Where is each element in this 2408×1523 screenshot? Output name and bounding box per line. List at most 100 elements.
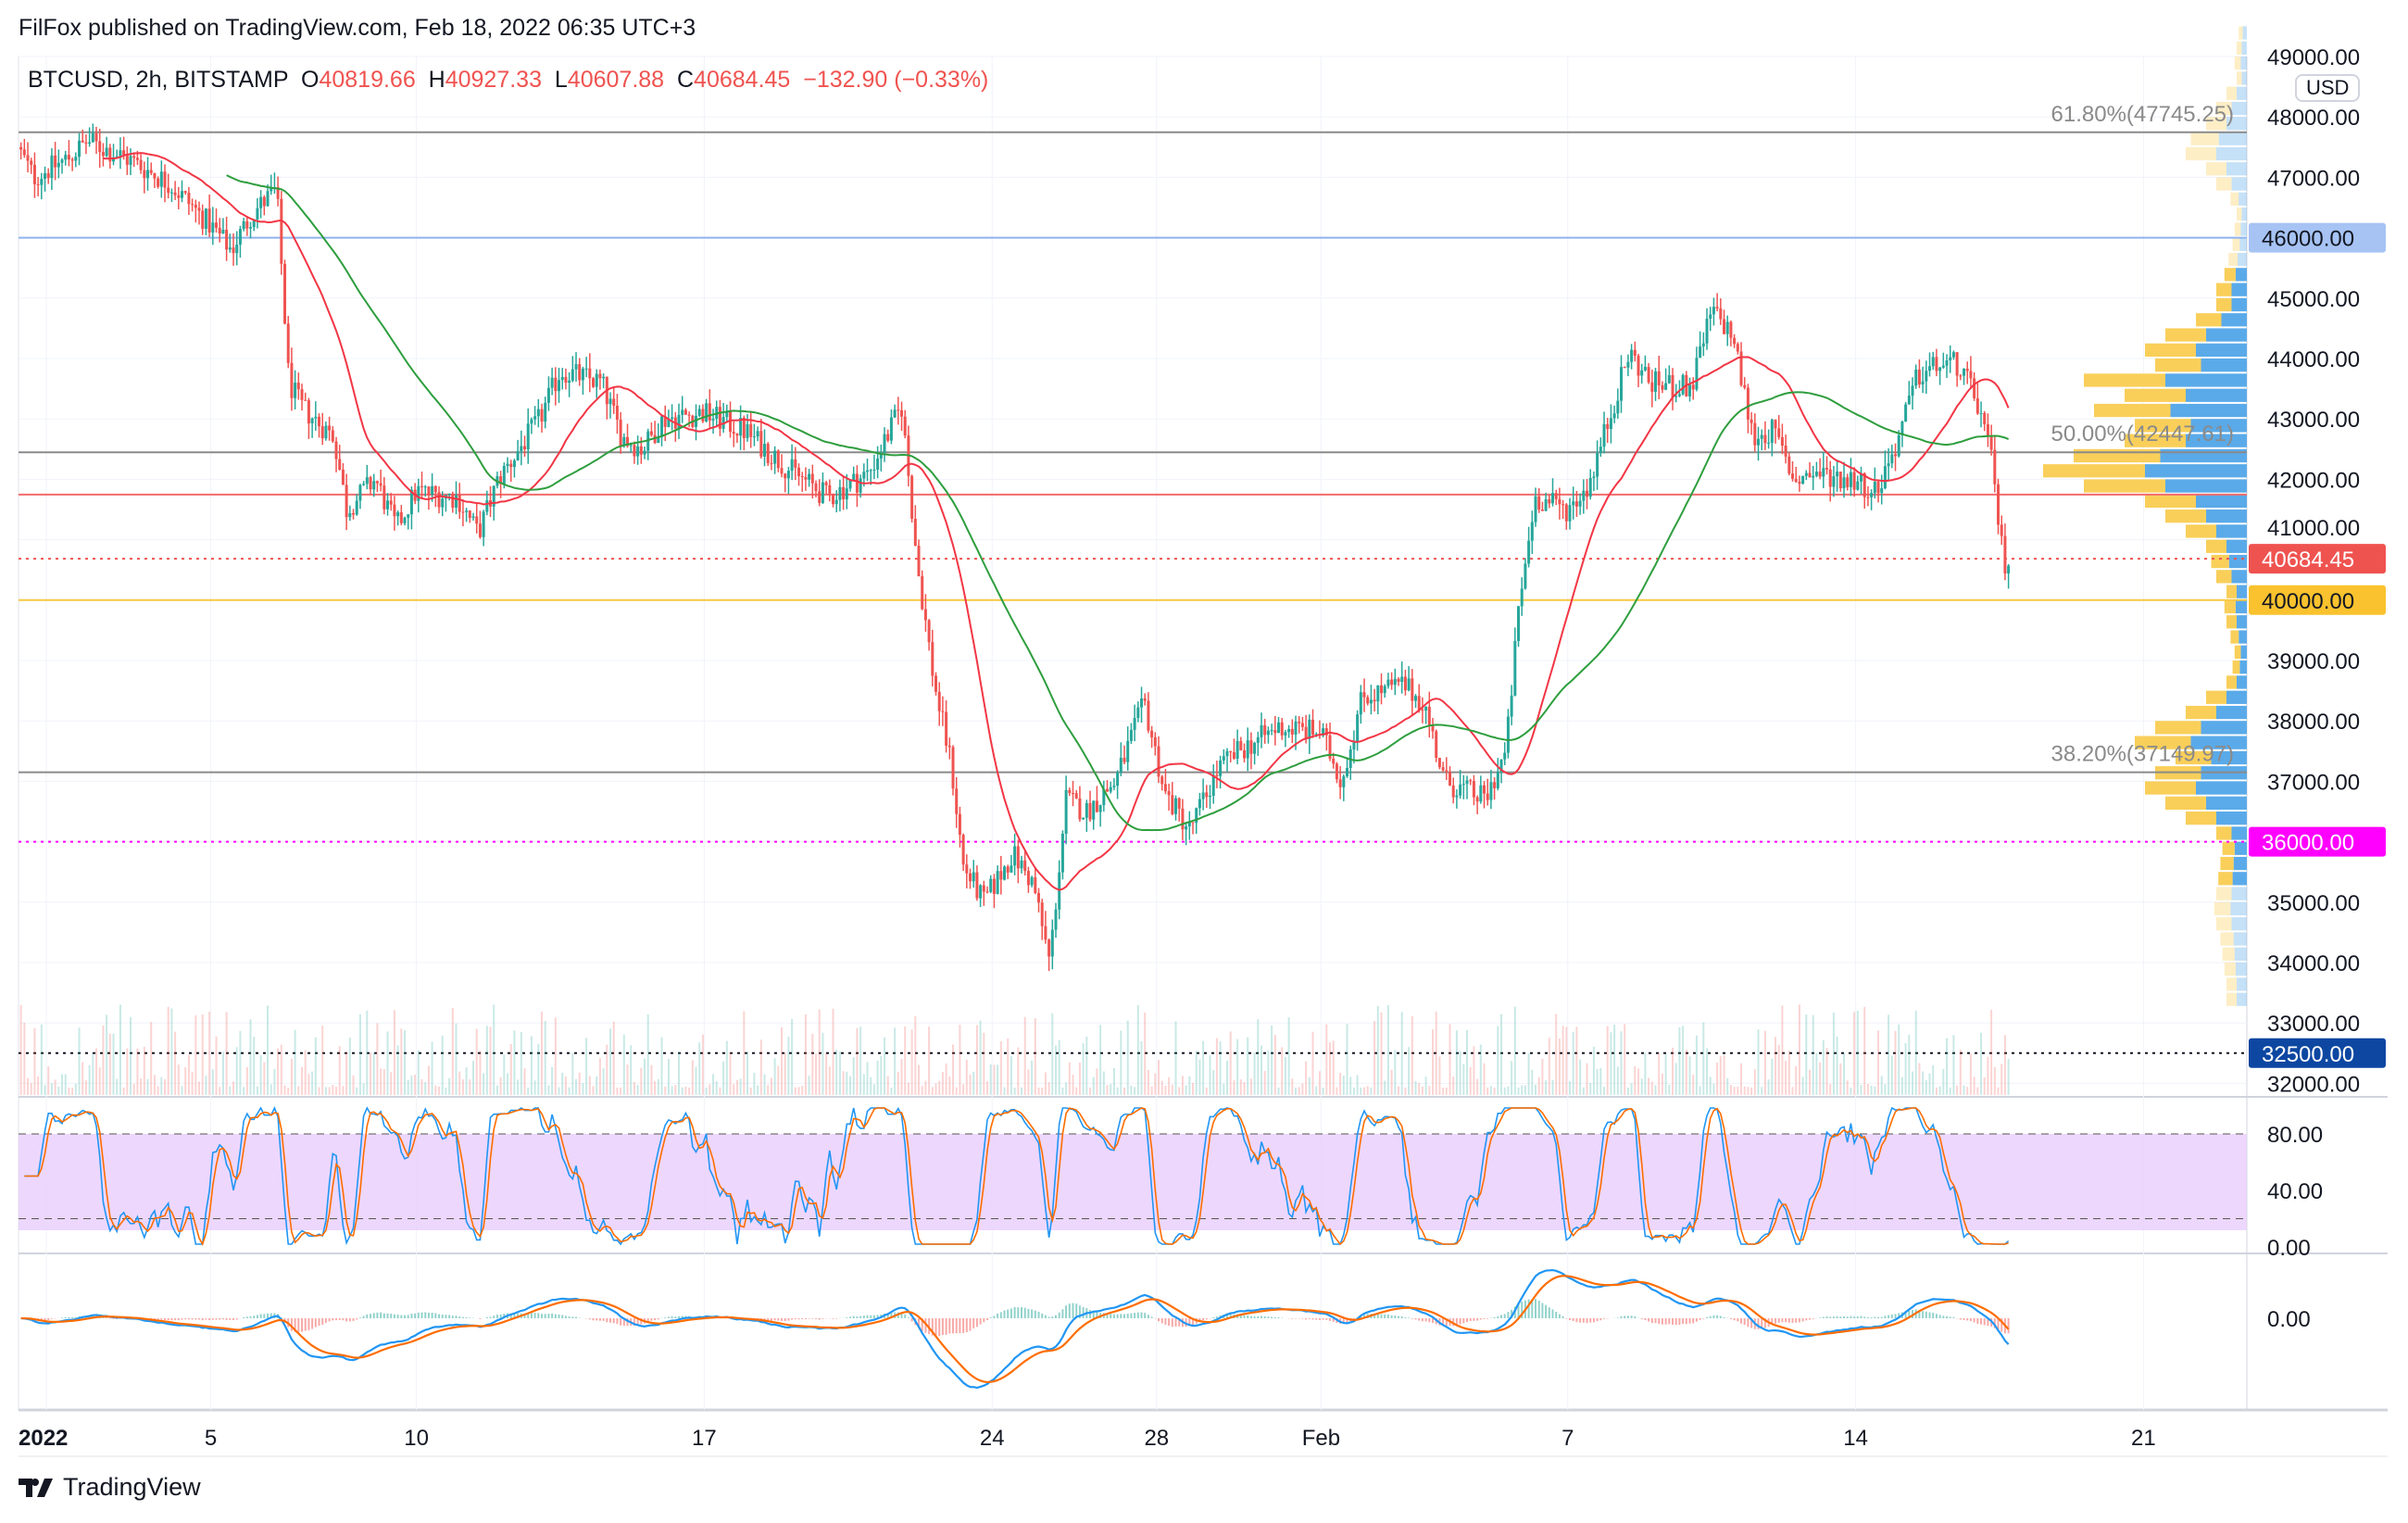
candle-body	[1544, 498, 1548, 511]
currency-badge[interactable]: USD	[2295, 74, 2361, 102]
candle	[1695, 346, 1699, 392]
volume-bar	[1870, 1085, 1873, 1095]
candle-body	[1654, 371, 1658, 392]
volume-bar	[485, 1026, 488, 1095]
macd-histogram-bar	[102, 1317, 105, 1318]
macd-histogram-bar	[1428, 1318, 1431, 1323]
volume-bar	[1914, 1010, 1917, 1095]
macd-histogram-bar	[1537, 1300, 1540, 1318]
candle-body	[1047, 939, 1051, 957]
candle-body	[1380, 685, 1384, 694]
macd-histogram-bar	[1078, 1305, 1081, 1318]
candle-body	[2003, 535, 2007, 574]
candle-body	[1465, 780, 1469, 785]
candle	[266, 184, 270, 208]
candle	[828, 479, 832, 502]
volume-bar	[1418, 1082, 1421, 1095]
volume-bar	[130, 1017, 132, 1095]
volume-bar	[431, 1041, 433, 1095]
candle	[766, 442, 770, 466]
volume-bar	[554, 1017, 557, 1095]
candle-body	[1705, 318, 1709, 344]
macd-histogram-bar	[1260, 1315, 1263, 1318]
candle	[1253, 741, 1257, 765]
candle	[1479, 775, 1483, 804]
volume-bar	[191, 1072, 194, 1095]
symbol-name[interactable]: BTCUSD, 2h, BITSTAMP	[28, 67, 289, 93]
candle	[1034, 866, 1037, 895]
macd-histogram-bar	[263, 1314, 266, 1318]
volume-profile-down-bar	[2216, 283, 2232, 296]
macd-histogram-bar	[1311, 1318, 1314, 1320]
candle	[1527, 526, 1531, 568]
candle	[598, 369, 602, 390]
volume-bar	[1003, 1087, 1006, 1095]
candle-body	[872, 469, 876, 471]
candle	[1671, 368, 1674, 410]
volume-bar	[27, 1077, 30, 1095]
candle	[1709, 307, 1712, 332]
candle-body	[1369, 699, 1373, 704]
macd-histogram-bar	[372, 1313, 375, 1318]
macd-histogram-bar	[797, 1318, 800, 1320]
candle	[759, 419, 763, 459]
volume-bar	[701, 1034, 704, 1095]
candle	[533, 406, 537, 425]
volume-bar	[1120, 1030, 1122, 1095]
candle-body	[927, 620, 931, 643]
candle	[1846, 473, 1850, 491]
candle-body	[808, 473, 811, 480]
volume-profile-down-bar	[2230, 192, 2239, 206]
low-value: 40607.88	[567, 67, 665, 93]
candle-body	[1119, 757, 1122, 773]
volume-profile-up-bar	[2242, 26, 2247, 40]
volume-bar	[585, 1038, 588, 1095]
candle	[1225, 748, 1229, 773]
candle-body	[1243, 749, 1247, 759]
volume-profile-down-bar	[2211, 554, 2229, 569]
candle-body	[1534, 496, 1537, 522]
candle-body	[1054, 909, 1058, 930]
volume-profile-up-bar	[2165, 373, 2247, 387]
macd-histogram-bar	[1993, 1318, 1996, 1328]
macd-histogram-bar	[1126, 1314, 1129, 1318]
volume-bar	[612, 1021, 615, 1095]
macd-histogram-bar	[1459, 1318, 1461, 1325]
candle	[1650, 370, 1654, 408]
candle-body	[1876, 482, 1880, 494]
candle-body	[56, 162, 60, 168]
candle	[1171, 782, 1174, 816]
macd-histogram-bar	[1747, 1318, 1750, 1328]
macd-histogram-bar	[784, 1318, 786, 1322]
volume-bar	[1672, 1047, 1674, 1095]
candle-body	[1695, 358, 1699, 390]
candle	[1530, 510, 1534, 554]
volume-bar	[1438, 1056, 1441, 1095]
candle-body	[369, 477, 372, 490]
open-label: O	[301, 67, 320, 93]
volume-profile-up-bar	[2216, 812, 2247, 825]
macd-histogram-bar	[194, 1318, 197, 1320]
candle	[725, 404, 729, 422]
candle	[1352, 730, 1356, 764]
macd-histogram-bar	[678, 1315, 681, 1318]
candle	[338, 445, 342, 471]
volume-bar	[856, 1027, 859, 1095]
price-tick-label: 48000.00	[2267, 106, 2360, 131]
candle-body	[773, 450, 777, 464]
volume-bar	[1956, 1085, 1959, 1095]
volume-bar	[1644, 1052, 1647, 1095]
candle	[1524, 558, 1527, 590]
volume-bar	[1839, 1063, 1842, 1095]
macd-histogram-bar	[547, 1314, 550, 1318]
tradingview-logo[interactable]: TradingView	[19, 1473, 201, 1502]
candle	[1951, 350, 1955, 360]
macd-histogram-bar	[1075, 1303, 1078, 1318]
candle-body	[1520, 588, 1524, 607]
volume-bar	[1678, 1026, 1681, 1095]
volume-bar	[1352, 1087, 1355, 1095]
candle	[1044, 911, 1047, 944]
volume-bar	[441, 1035, 444, 1095]
volume-profile-up-bar	[2206, 510, 2247, 523]
